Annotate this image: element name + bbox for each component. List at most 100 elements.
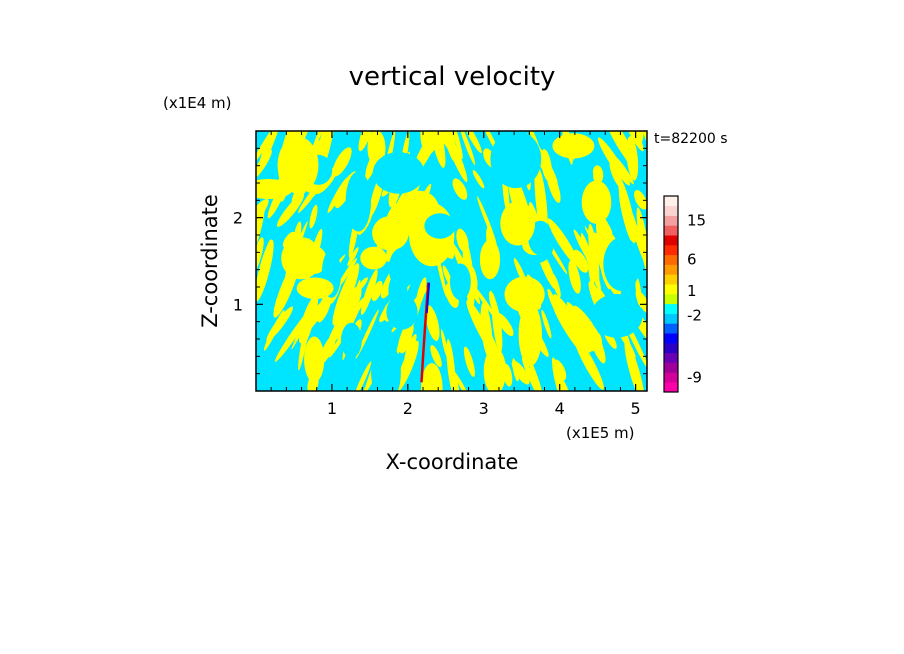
positive-velocity-band (324, 305, 349, 356)
velocity-cell (345, 171, 371, 232)
positive-velocity-band (363, 160, 377, 183)
colorbar-tick-label: -9 (687, 368, 702, 386)
positive-velocity-band (263, 310, 285, 351)
velocity-cell (341, 322, 362, 359)
y-axis-label: Z-coordinate (198, 194, 222, 328)
velocity-cell (590, 293, 643, 338)
positive-velocity-band (282, 231, 296, 248)
positive-velocity-band (496, 312, 514, 337)
positive-velocity-band (534, 166, 545, 239)
positive-velocity-band (590, 232, 604, 251)
positive-velocity-band (332, 147, 352, 177)
positive-velocity-band (256, 237, 264, 275)
colorbar-swatch (664, 323, 678, 334)
positive-velocity-band (476, 196, 497, 246)
velocity-cell (421, 363, 443, 391)
field-stripes (256, 131, 647, 391)
velocity-cell (367, 131, 386, 167)
velocity-cell (296, 277, 334, 300)
colorbar-tick-label: 15 (687, 212, 706, 230)
velocity-cell (420, 131, 438, 155)
positive-velocity-band (584, 226, 605, 261)
colorbar-swatch (664, 205, 678, 216)
velocity-cell (388, 247, 415, 290)
time-label: t=82200 s (654, 131, 728, 147)
velocity-cell (518, 303, 542, 367)
colorbar-swatch (664, 382, 678, 393)
x-unit-label: (x1E5 m) (566, 424, 635, 442)
positive-velocity-band (309, 204, 318, 229)
positive-velocity-band (395, 340, 419, 391)
positive-velocity-band (636, 207, 647, 277)
y-axis-ticks: 12 (233, 147, 647, 375)
velocity-cell (281, 237, 321, 280)
positive-velocity-band (609, 161, 623, 188)
plot-frame (255, 130, 648, 392)
positive-velocity-band (586, 245, 595, 292)
positive-velocity-band (440, 329, 448, 358)
velocity-cell (504, 276, 545, 313)
positive-velocity-band (480, 302, 493, 359)
positive-velocity-band (626, 136, 639, 181)
positive-velocity-band (261, 239, 273, 282)
positive-velocity-band (614, 156, 634, 185)
positive-velocity-band (345, 285, 362, 315)
positive-velocity-band (347, 247, 359, 267)
colorbar-swatch (664, 362, 678, 373)
positive-velocity-band (360, 269, 378, 315)
velocity-cell (371, 342, 401, 391)
velocity-cell (552, 133, 595, 159)
positive-velocity-band (276, 193, 305, 227)
positive-velocity-band (525, 131, 540, 149)
colorbar-swatch (664, 245, 678, 256)
chart-title: vertical velocity (349, 62, 556, 92)
velocity-cell (304, 336, 325, 383)
positive-velocity-band (573, 334, 604, 390)
velocity-cell (500, 201, 536, 246)
positive-velocity-band (592, 165, 604, 184)
positive-velocity-band (472, 284, 499, 322)
positive-velocity-band (618, 189, 635, 245)
positive-velocity-band (371, 280, 383, 302)
positive-velocity-band (336, 258, 357, 289)
colorbar-labels: -9 -2 1 6 15 (687, 212, 706, 387)
positive-velocity-band (463, 131, 482, 154)
velocity-cell (360, 246, 387, 270)
x-tick-label: 3 (479, 399, 489, 418)
positive-velocity-band (551, 273, 561, 298)
positive-velocity-band (522, 357, 545, 391)
colorbar-swatch (664, 343, 678, 354)
colorbar-swatch (664, 352, 678, 363)
positive-velocity-band (452, 178, 468, 200)
colorbar-swatch (664, 264, 678, 275)
colorbar-tick-label: 6 (687, 251, 697, 269)
positive-velocity-band (334, 297, 366, 341)
colorbar-swatch (664, 284, 678, 295)
positive-velocity-band (553, 359, 567, 381)
velocity-cell (582, 330, 602, 352)
y-tick-label: 1 (233, 295, 243, 314)
y-unit-label: (x1E4 m) (163, 94, 232, 112)
velocity-cell (277, 136, 319, 194)
positive-velocity-band (541, 309, 552, 339)
positive-velocity-band (597, 137, 631, 186)
velocity-cell (483, 347, 507, 391)
velocity-cell (490, 131, 542, 189)
positive-velocity-band (355, 309, 379, 359)
positive-velocity-band (568, 260, 581, 294)
velocity-cell (424, 213, 456, 239)
velocity-cell (450, 263, 471, 301)
positive-velocity-band (560, 313, 574, 332)
colorbar-tick-label: 1 (687, 282, 697, 300)
positive-velocity-band (425, 305, 440, 341)
positive-velocity-band (274, 305, 315, 362)
positive-velocity-band (304, 308, 317, 345)
x-tick-label: 1 (327, 399, 337, 418)
colorbar-swatch (664, 372, 678, 383)
x-axis-ticks: 1 2 3 4 5 (270, 131, 641, 418)
positive-velocity-band (451, 131, 463, 160)
velocity-cell (581, 180, 612, 224)
colorbar-swatch (664, 254, 678, 265)
colorbar-swatch (664, 235, 678, 246)
